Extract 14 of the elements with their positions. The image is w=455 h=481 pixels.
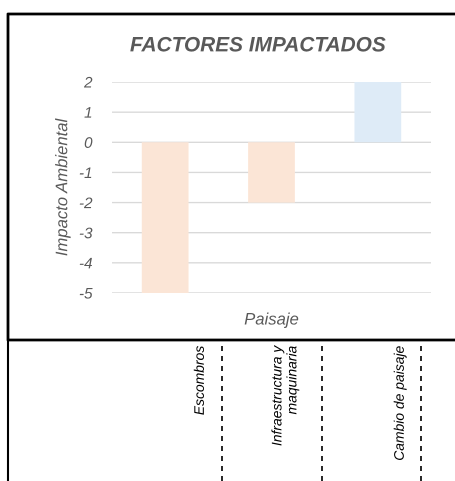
y-tick-label: -5 <box>80 288 93 299</box>
y-tick-label: 0 <box>84 137 92 148</box>
y-axis-title: Impacto Ambiental <box>55 118 71 256</box>
x-axis-title: Paisaje <box>244 312 298 328</box>
y-tick-label: -4 <box>80 258 92 268</box>
y-tick-label: 1 <box>84 107 92 118</box>
y-tick-label: -2 <box>80 197 92 208</box>
y-tick-label: -1 <box>80 167 92 178</box>
y-tick-label: 2 <box>84 76 92 88</box>
chart-title: FACTORES IMPACTADOS <box>130 36 386 52</box>
x-tick-label: Escombros <box>194 346 204 415</box>
x-tick-label: Infraestructura y maquinaria <box>271 345 300 446</box>
y-tick-label: -3 <box>80 228 92 238</box>
x-tick-label: Cambio de paisaje <box>394 346 407 460</box>
